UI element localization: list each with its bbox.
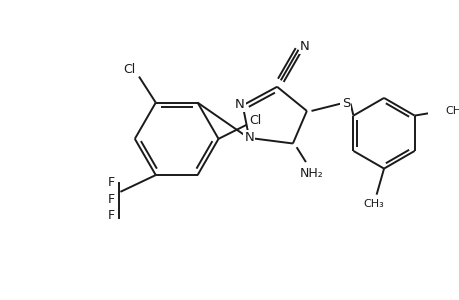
Text: NH₂: NH₂ bbox=[299, 167, 323, 180]
Text: CH₃: CH₃ bbox=[363, 199, 383, 209]
Text: Cl: Cl bbox=[249, 114, 261, 127]
Text: Cl: Cl bbox=[123, 63, 135, 76]
Text: F: F bbox=[107, 176, 114, 189]
Text: N: N bbox=[299, 40, 309, 52]
Text: F: F bbox=[107, 193, 114, 206]
Text: CH₃: CH₃ bbox=[444, 106, 459, 116]
Text: F: F bbox=[107, 209, 114, 223]
Text: S: S bbox=[341, 97, 349, 110]
Text: N: N bbox=[244, 131, 253, 144]
Text: N: N bbox=[235, 98, 244, 111]
